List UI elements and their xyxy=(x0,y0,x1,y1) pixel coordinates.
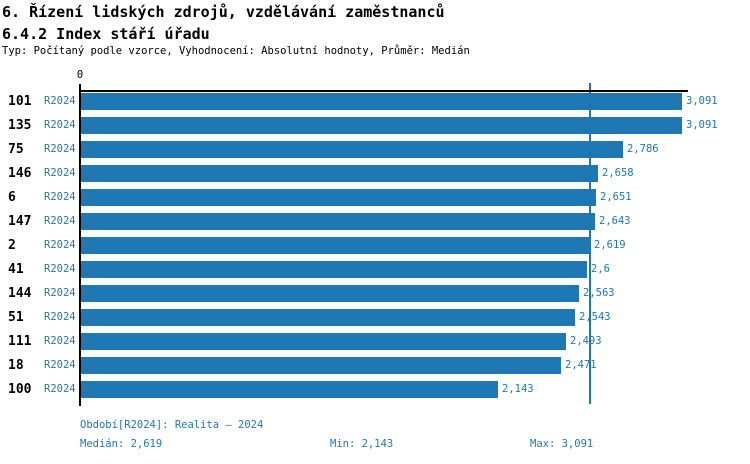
bar-value-label: 3,091 xyxy=(686,95,718,107)
bar-value-label: 2,143 xyxy=(502,383,534,395)
value-bar xyxy=(81,261,587,278)
row-office-id: 75 xyxy=(8,142,24,157)
value-bar xyxy=(81,165,598,182)
row-period-label: R2024 xyxy=(44,167,76,179)
value-bar xyxy=(81,357,561,374)
row-office-id: 135 xyxy=(8,118,32,133)
x-axis-top-line xyxy=(79,90,688,92)
indicator-title: 6.4.2 Index stáří úřadu xyxy=(2,25,210,43)
value-bar xyxy=(81,117,682,134)
value-bar xyxy=(81,93,682,110)
value-bar xyxy=(81,189,596,206)
row-period-label: R2024 xyxy=(44,143,76,155)
row-office-id: 18 xyxy=(8,358,24,373)
row-office-id: 2 xyxy=(8,238,16,253)
x-axis-zero-tick-label: 0 xyxy=(76,69,84,81)
value-bar xyxy=(81,285,579,302)
bar-value-label: 3,091 xyxy=(686,119,718,131)
row-office-id: 111 xyxy=(8,334,32,349)
bar-value-label: 2,651 xyxy=(600,191,632,203)
bar-value-label: 2,658 xyxy=(602,167,634,179)
row-period-label: R2024 xyxy=(44,119,76,131)
row-period-label: R2024 xyxy=(44,287,76,299)
row-office-id: 100 xyxy=(8,382,32,397)
value-bar xyxy=(81,333,566,350)
value-bar xyxy=(81,213,595,230)
row-office-id: 51 xyxy=(8,310,24,325)
bar-value-label: 2,543 xyxy=(579,311,611,323)
value-bar xyxy=(81,141,623,158)
bar-value-label: 2,786 xyxy=(627,143,659,155)
median-gridline xyxy=(589,83,591,404)
footer-period-legend: Období[R2024]: Realita – 2024 xyxy=(80,419,264,431)
row-office-id: 6 xyxy=(8,190,16,205)
row-office-id: 146 xyxy=(8,166,32,181)
row-period-label: R2024 xyxy=(44,383,76,395)
row-office-id: 41 xyxy=(8,262,24,277)
value-bar xyxy=(81,237,590,254)
footer-median-stat: Medián: 2,619 xyxy=(80,438,163,450)
row-office-id: 101 xyxy=(8,94,32,109)
row-office-id: 144 xyxy=(8,286,32,301)
bar-chart: 0 101 R2024 3,091 135 R2024 3,091 75 R2024 2,786… xyxy=(8,69,718,406)
bar-value-label: 2,6 xyxy=(591,263,610,275)
value-bar xyxy=(81,309,575,326)
bar-value-label: 2,471 xyxy=(565,359,597,371)
row-period-label: R2024 xyxy=(44,95,76,107)
y-axis-line xyxy=(79,84,81,406)
row-period-label: R2024 xyxy=(44,311,76,323)
footer-max-stat: Max: 3,091 xyxy=(530,438,594,450)
row-period-label: R2024 xyxy=(44,263,76,275)
row-period-label: R2024 xyxy=(44,335,76,347)
value-bar xyxy=(81,381,498,398)
indicator-meta-line: Typ: Počítaný podle vzorce, Vyhodnocení:… xyxy=(2,45,470,57)
row-period-label: R2024 xyxy=(44,359,76,371)
bar-value-label: 2,563 xyxy=(583,287,615,299)
bar-value-label: 2,643 xyxy=(599,215,631,227)
row-period-label: R2024 xyxy=(44,215,76,227)
row-period-label: R2024 xyxy=(44,239,76,251)
bar-value-label: 2,619 xyxy=(594,239,626,251)
page-title: 6. Řízení lidských zdrojů, vzdělávání za… xyxy=(2,3,445,21)
bar-value-label: 2,493 xyxy=(570,335,602,347)
footer-min-stat: Min: 2,143 xyxy=(330,438,394,450)
row-period-label: R2024 xyxy=(44,191,76,203)
row-office-id: 147 xyxy=(8,214,32,229)
